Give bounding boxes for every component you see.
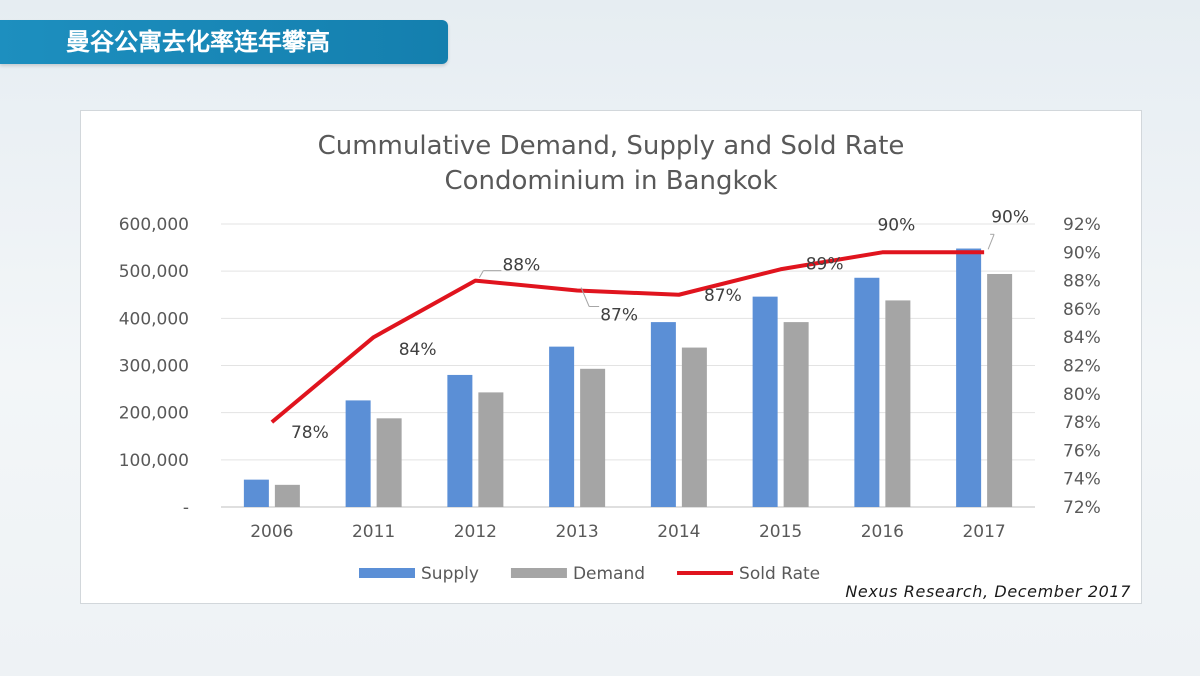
y-right-tick-label: 80% bbox=[1063, 385, 1101, 405]
bar-supply bbox=[549, 346, 575, 507]
sold-rate-data-label: 87% bbox=[704, 286, 742, 306]
y-right-tick-label: 78% bbox=[1063, 413, 1101, 433]
sold-rate-data-label: 89% bbox=[806, 254, 844, 274]
data-label-leader bbox=[987, 234, 995, 250]
x-tick-label: 2012 bbox=[454, 522, 497, 542]
bar-supply bbox=[345, 400, 371, 507]
sold-rate-line bbox=[270, 250, 985, 424]
bar-demand bbox=[681, 347, 707, 507]
y-left-tick-label: 100,000 bbox=[119, 451, 189, 471]
sold-rate-data-label: 78% bbox=[291, 423, 329, 443]
bar-demand bbox=[885, 300, 911, 507]
y-right-tick-label: 88% bbox=[1063, 272, 1101, 292]
x-tick-label: 2014 bbox=[657, 522, 700, 542]
slide-title-bar: 曼谷公寓去化率连年攀高 bbox=[0, 20, 448, 64]
legend-swatch-supply bbox=[359, 568, 415, 578]
sold-rate-data-label: 87% bbox=[600, 306, 638, 326]
bar-demand bbox=[783, 322, 809, 507]
chart-title-line: Cummulative Demand, Supply and Sold Rate bbox=[318, 131, 905, 161]
sold-rate-data-label: 90% bbox=[991, 207, 1029, 227]
source-note: Nexus Research, December 2017 bbox=[845, 582, 1131, 601]
x-tick-label: 2013 bbox=[555, 522, 598, 542]
sold-rate-data-label: 84% bbox=[399, 340, 437, 360]
y-right-tick-label: 72% bbox=[1063, 498, 1101, 518]
x-tick-label: 2006 bbox=[250, 522, 293, 542]
y-right-tick-label: 84% bbox=[1063, 328, 1101, 348]
data-label-leader bbox=[580, 287, 590, 307]
slide-title: 曼谷公寓去化率连年攀高 bbox=[66, 28, 330, 56]
bar-supply bbox=[854, 277, 880, 507]
legend-label: Sold Rate bbox=[739, 564, 820, 584]
y-left-tick-label: - bbox=[183, 498, 189, 518]
sold-rate-data-label: 90% bbox=[877, 215, 915, 235]
y-left-tick-label: 500,000 bbox=[119, 262, 189, 282]
bar-demand bbox=[987, 273, 1013, 507]
y-right-tick-label: 92% bbox=[1063, 215, 1101, 235]
bar-supply bbox=[752, 296, 778, 507]
y-right-tick-label: 82% bbox=[1063, 357, 1101, 377]
legend-label: Demand bbox=[573, 564, 645, 584]
bar-demand bbox=[376, 418, 402, 507]
y-right-tick-label: 90% bbox=[1063, 243, 1101, 263]
data-label-leader bbox=[478, 270, 484, 278]
chart-title-line: Condominium in Bangkok bbox=[444, 166, 777, 196]
bar-demand bbox=[274, 484, 300, 507]
chart-panel: Cummulative Demand, Supply and Sold Rate… bbox=[80, 110, 1142, 604]
x-tick-label: 2011 bbox=[352, 522, 395, 542]
y-left-tick-label: 600,000 bbox=[119, 215, 189, 235]
y-left-tick-label: 400,000 bbox=[119, 309, 189, 329]
y-right-tick-label: 76% bbox=[1063, 441, 1101, 461]
bar-supply bbox=[243, 479, 269, 507]
sold-rate-data-label: 88% bbox=[502, 256, 540, 276]
bar-supply bbox=[956, 248, 982, 507]
legend-label: Supply bbox=[421, 564, 479, 584]
bar-supply bbox=[447, 374, 473, 507]
y-left-tick-label: 300,000 bbox=[119, 357, 189, 377]
y-left-tick-label: 200,000 bbox=[119, 404, 189, 424]
y-right-tick-label: 86% bbox=[1063, 300, 1101, 320]
x-tick-label: 2016 bbox=[861, 522, 904, 542]
x-tick-label: 2015 bbox=[759, 522, 802, 542]
bar-demand bbox=[580, 368, 606, 507]
y-right-tick-label: 74% bbox=[1063, 470, 1101, 490]
bar-supply bbox=[650, 322, 676, 507]
chart-svg: Cummulative Demand, Supply and Sold Rate… bbox=[119, 131, 1101, 584]
legend-swatch-demand bbox=[510, 568, 567, 578]
x-tick-label: 2017 bbox=[962, 522, 1005, 542]
bar-demand bbox=[478, 392, 504, 507]
